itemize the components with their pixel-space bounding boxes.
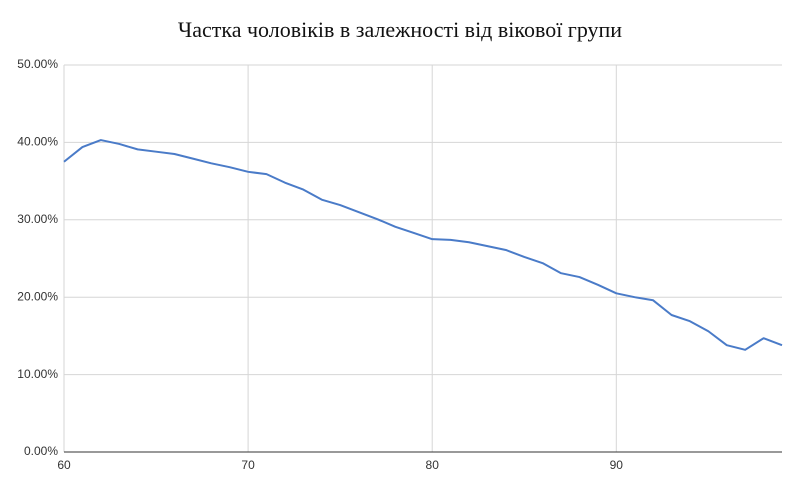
y-tick-label: 50.00% — [17, 57, 58, 71]
y-tick-label: 10.00% — [17, 367, 58, 381]
x-tick-label: 60 — [57, 458, 71, 472]
chart-title: Частка чоловіків в залежності від віково… — [178, 17, 622, 42]
line-series — [63, 139, 783, 351]
y-tick-label: 20.00% — [17, 289, 58, 303]
y-tick-label: 30.00% — [17, 212, 58, 226]
y-tick-label: 0.00% — [24, 444, 58, 458]
x-tick-label: 70 — [241, 458, 255, 472]
x-tick-label: 80 — [426, 458, 440, 472]
x-tick-label: 90 — [610, 458, 624, 472]
y-tick-label: 40.00% — [17, 135, 58, 149]
